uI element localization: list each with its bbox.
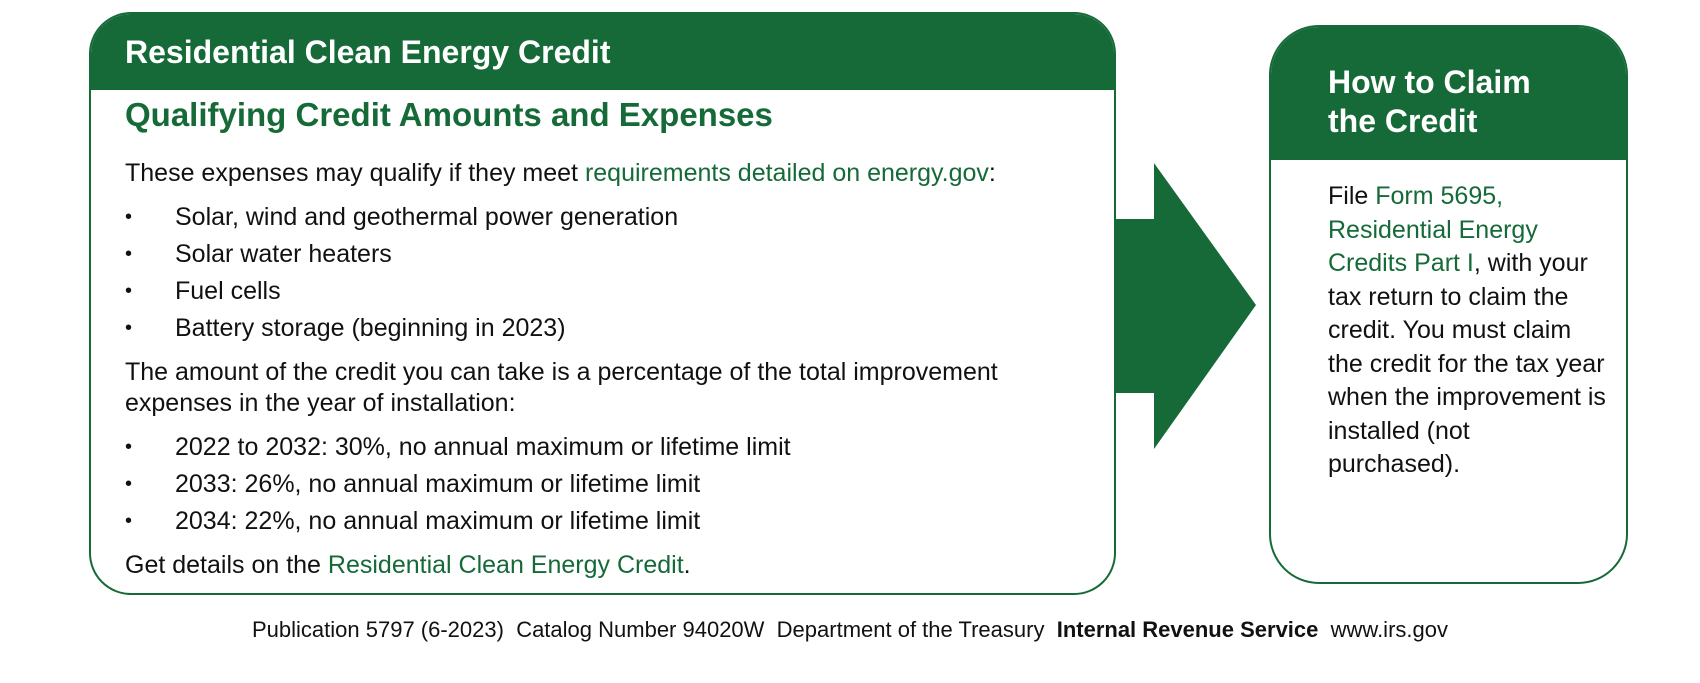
claim-title-line2: the Credit	[1328, 103, 1478, 139]
energy-gov-link[interactable]: requirements detailed on energy.gov	[584, 159, 989, 187]
panel-body: Qualifying Credit Amounts and Expenses T…	[91, 90, 1114, 581]
panel-subtitle: Qualifying Credit Amounts and Expenses	[125, 96, 773, 133]
rate-list: 2022 to 2032: 30%, no annual maximum or …	[125, 429, 1080, 540]
expense-list: Solar, wind and geothermal power generat…	[125, 199, 1080, 347]
website: www.irs.gov	[1330, 617, 1448, 642]
how-to-claim-panel: How to Claim the Credit File Form 5695, …	[1269, 25, 1628, 584]
publication-number: Publication 5797 (6-2023)	[252, 617, 504, 642]
list-item: 2033: 26%, no annual maximum or lifetime…	[125, 466, 1080, 503]
claim-text-prefix: File	[1328, 182, 1376, 210]
intro-text: These expenses may qualify if they meet	[125, 159, 585, 187]
department-name: Department of the Treasury	[776, 617, 1045, 642]
panel-title: Residential Clean Energy Credit	[91, 14, 1114, 90]
list-item: Solar water heaters	[125, 236, 1080, 273]
list-item: Solar, wind and geothermal power generat…	[125, 199, 1080, 236]
intro-suffix: :	[988, 159, 996, 187]
amount-paragraph: The amount of the credit you can take is…	[125, 358, 998, 417]
right-arrow-icon	[1116, 163, 1256, 449]
details-text: Get details on the	[125, 551, 328, 579]
form-5695-link[interactable]: Form 5695, Residential Energy Credits Pa…	[1328, 182, 1538, 277]
list-item: 2022 to 2032: 30%, no annual maximum or …	[125, 429, 1080, 466]
details-suffix: .	[683, 551, 691, 579]
details-paragraph: Get details on the Residential Clean Ene…	[125, 550, 1080, 581]
footer: Publication 5797 (6-2023) Catalog Number…	[0, 617, 1700, 643]
qualifying-expenses-panel: Residential Clean Energy Credit Qualifyi…	[89, 12, 1116, 595]
list-item: Battery storage (beginning in 2023)	[125, 310, 1080, 347]
list-item: Fuel cells	[125, 273, 1080, 310]
claim-body: File Form 5695, Residential Energy Credi…	[1271, 160, 1626, 482]
intro-paragraph: These expenses may qualify if they meet …	[125, 158, 1080, 189]
claim-title: How to Claim the Credit	[1271, 27, 1626, 160]
claim-text: , with your tax return to claim the cred…	[1328, 249, 1606, 478]
residential-credit-link[interactable]: Residential Clean Energy Credit	[327, 551, 684, 579]
agency-name: Internal Revenue Service	[1056, 617, 1319, 642]
claim-title-line1: How to Claim	[1328, 64, 1531, 100]
list-item: 2034: 22%, no annual maximum or lifetime…	[125, 503, 1080, 540]
catalog-number: Catalog Number 94020W	[516, 617, 765, 642]
